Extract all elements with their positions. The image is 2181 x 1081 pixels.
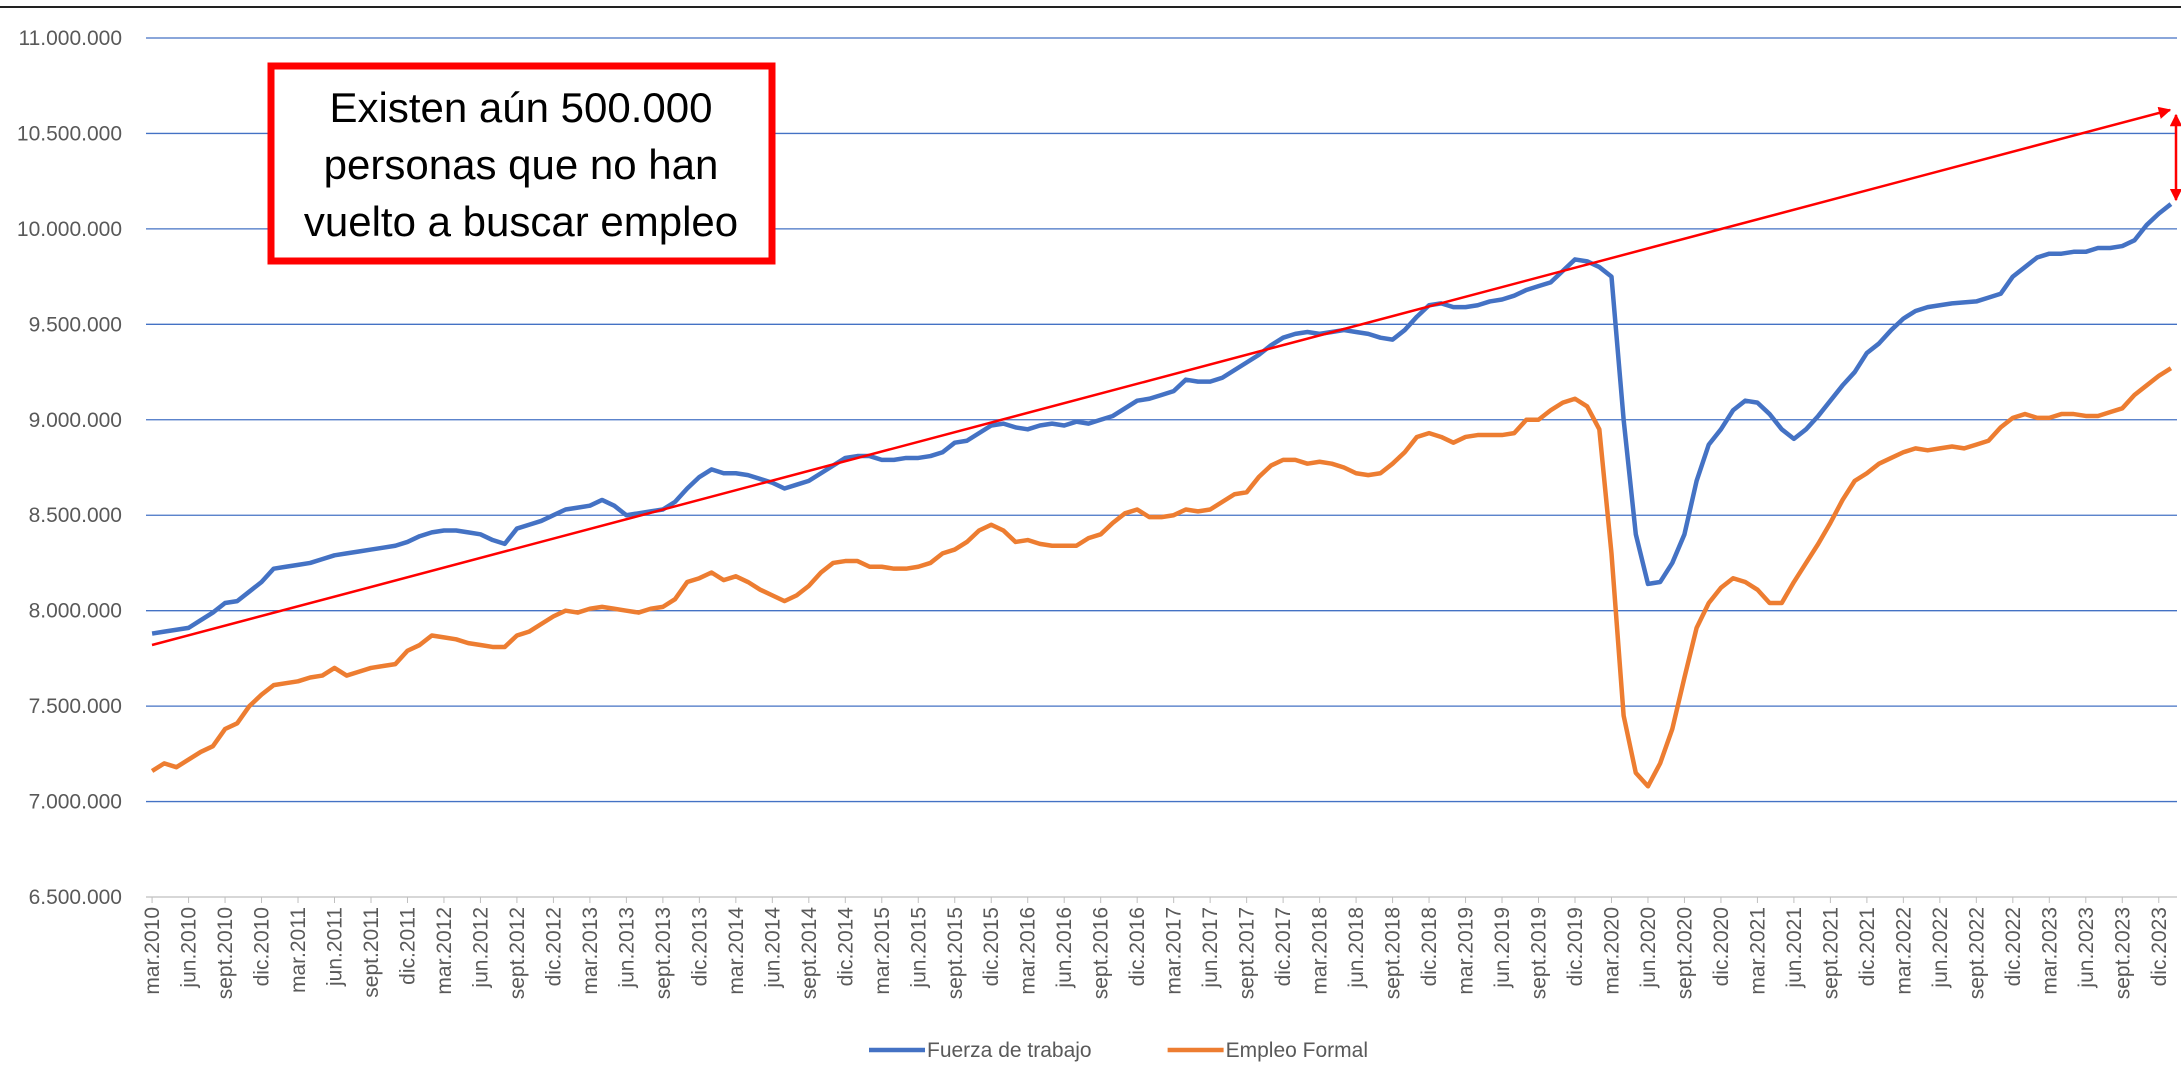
x-tick-label: mar.2013: [579, 907, 602, 995]
x-tick-label: sept.2022: [1965, 907, 1988, 999]
x-tick-label: mar.2022: [1892, 907, 1915, 995]
annotation-line: vuelto a buscar empleo: [304, 198, 738, 245]
y-tick-label: 9.000.000: [29, 409, 122, 432]
x-tick-label: mar.2016: [1017, 907, 1040, 995]
x-tick-label: mar.2017: [1163, 907, 1186, 995]
annotation-line: Existen aún 500.000: [330, 84, 713, 131]
annotation-line: personas que no han: [324, 141, 719, 188]
x-tick-label: jun.2023: [2075, 907, 2098, 989]
y-tick-label: 10.500.000: [17, 122, 122, 145]
x-tick-label: dic.2017: [1272, 907, 1295, 986]
x-tick-label: sept.2020: [1673, 907, 1696, 999]
x-tick-label: jun.2019: [1491, 907, 1514, 989]
x-tick-label: mar.2019: [1455, 907, 1478, 995]
x-tick-label: sept.2023: [2111, 907, 2134, 999]
x-tick-label: jun.2013: [615, 907, 638, 989]
x-tick-label: dic.2014: [834, 907, 857, 987]
x-tick-label: mar.2012: [433, 907, 456, 995]
x-tick-label: sept.2012: [506, 907, 529, 999]
y-tick-label: 6.500.000: [29, 886, 122, 909]
series-line: [150, 366, 2173, 789]
x-tick-label: mar.2011: [287, 907, 310, 993]
annotation-box: [267, 62, 776, 265]
y-tick-label: 7.000.000: [29, 791, 122, 814]
x-tick-label: sept.2011: [360, 907, 383, 998]
y-tick-label: 8.000.000: [29, 600, 122, 623]
x-tick-label: jun.2020: [1637, 907, 1660, 989]
x-tick-label: sept.2015: [944, 907, 967, 999]
x-tick-label: sept.2021: [1819, 907, 1842, 999]
x-tick-label: jun.2022: [1929, 907, 1952, 989]
x-tick-label: sept.2019: [1528, 907, 1551, 999]
x-tick-label: dic.2010: [251, 907, 274, 986]
x-tick-label: mar.2021: [1746, 907, 1769, 995]
x-tick-label: dic.2023: [2148, 907, 2171, 986]
x-tick-label: mar.2014: [725, 907, 748, 995]
x-tick-label: sept.2013: [652, 907, 675, 999]
x-tick-label: dic.2020: [1710, 907, 1733, 986]
y-tick-label: 7.500.000: [29, 695, 122, 718]
x-tick-label: jun.2014: [761, 907, 784, 989]
x-tick-label: sept.2016: [1090, 907, 1113, 999]
y-tick-label: 9.500.000: [29, 313, 122, 336]
x-tick-label: dic.2021: [1856, 907, 1879, 986]
x-tick-label: mar.2015: [871, 907, 894, 995]
x-tick-label: mar.2020: [1600, 907, 1623, 995]
x-tick-label: jun.2015: [907, 907, 930, 989]
x-tick-label: jun.2016: [1053, 907, 1076, 989]
x-tick-label: sept.2018: [1382, 907, 1405, 999]
x-tick-label: jun.2012: [469, 907, 492, 989]
x-tick-label: dic.2012: [542, 907, 565, 986]
series-line: [151, 202, 2173, 636]
x-tick-label: mar.2018: [1309, 907, 1332, 995]
x-tick-label: dic.2022: [2002, 907, 2025, 986]
x-tick-label: mar.2023: [2038, 907, 2061, 995]
y-tick-label: 11.000.000: [18, 27, 122, 50]
x-tick-label: jun.2017: [1199, 907, 1222, 989]
x-tick-label: jun.2021: [1783, 907, 1806, 989]
y-tick-label: 10.000.000: [17, 218, 122, 241]
x-tick-label: jun.2018: [1345, 907, 1368, 989]
x-tick-label: sept.2017: [1236, 907, 1259, 999]
x-tick-label: dic.2013: [688, 907, 711, 986]
x-tick-label: sept.2014: [798, 907, 821, 1000]
x-tick-label: dic.2015: [980, 907, 1003, 986]
x-tick-label: dic.2018: [1418, 907, 1441, 986]
x-tick-label: dic.2016: [1126, 907, 1149, 986]
x-tick-label: jun.2010: [178, 907, 201, 989]
legend-label: Fuerza de trabajo: [927, 1039, 1092, 1062]
x-tick-label: jun.2011: [324, 907, 347, 987]
y-tick-label: 8.500.000: [29, 504, 122, 527]
plot: [150, 202, 2173, 789]
legend-label: Empleo Formal: [1226, 1039, 1368, 1062]
x-tick-label: dic.2011: [396, 907, 419, 985]
x-tick-label: sept.2010: [214, 907, 237, 999]
x-tick-label: dic.2019: [1564, 907, 1587, 986]
x-tick-label: mar.2010: [141, 907, 164, 995]
trend-line: [151, 106, 2172, 647]
